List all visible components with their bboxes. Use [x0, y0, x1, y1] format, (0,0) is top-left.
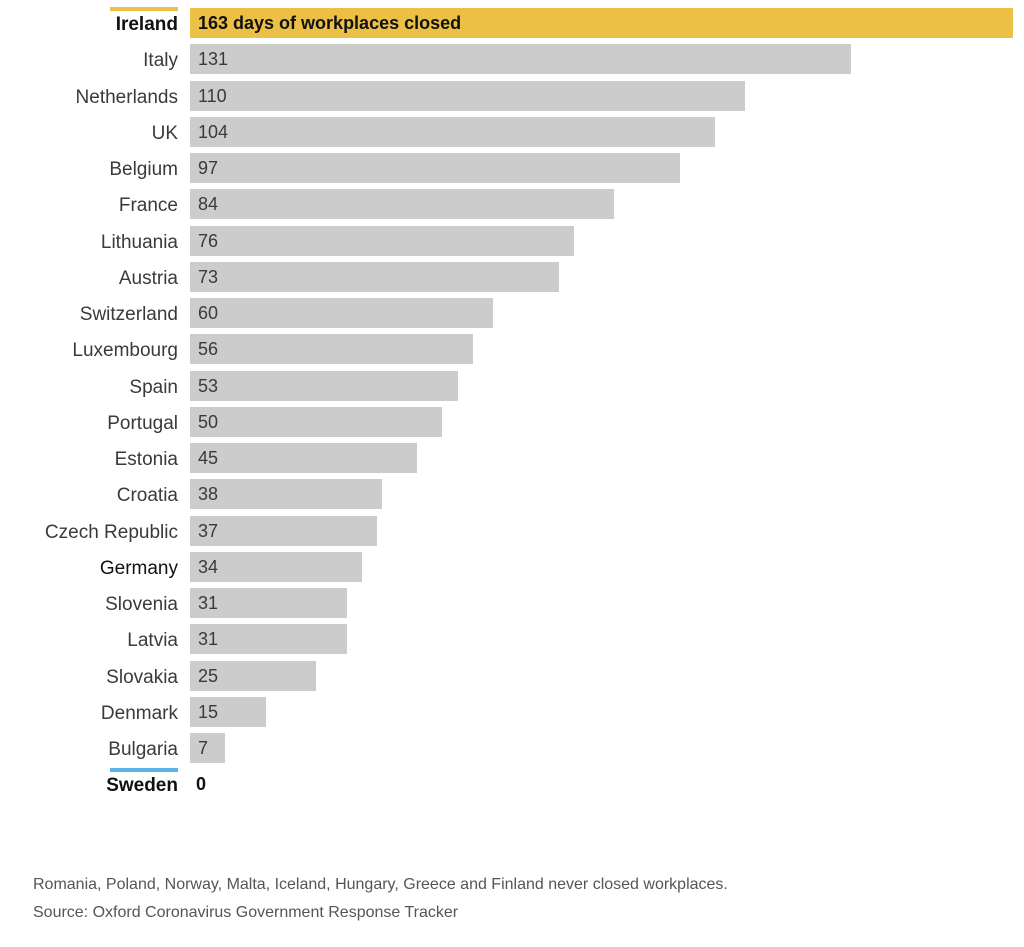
category-label: Spain — [129, 376, 178, 398]
value-label: 131 — [198, 49, 229, 70]
category-label: UK — [151, 122, 178, 144]
category-label: Sweden — [106, 775, 178, 797]
bar — [190, 479, 382, 510]
value-label: 15 — [198, 701, 219, 722]
bar — [190, 406, 443, 437]
highlight-marker — [110, 7, 178, 11]
value-label: 60 — [198, 303, 219, 323]
bar-chart: Ireland 163 days of workplaces closed Ital… — [44, 7, 1013, 797]
bar — [190, 588, 347, 618]
bar — [190, 443, 418, 473]
value-label: 76 — [198, 230, 219, 251]
highlight-marker — [110, 768, 178, 773]
bar — [190, 80, 746, 111]
category-label: Netherlands — [75, 86, 178, 108]
category-label: Czech Republic — [44, 521, 178, 543]
bar — [190, 624, 347, 655]
category-label: Italy — [143, 50, 178, 72]
bar — [190, 8, 1013, 38]
value-label: 53 — [198, 375, 219, 396]
value-label: 7 — [198, 738, 209, 758]
value-label: 45 — [198, 448, 219, 468]
value-label: 25 — [198, 665, 219, 686]
category-label: Slovenia — [105, 594, 178, 615]
category-label: Lithuania — [100, 231, 178, 253]
category-label: Germany — [99, 557, 178, 579]
value-label: 104 — [198, 121, 229, 142]
category-label: Denmark — [100, 702, 178, 724]
category-label: Bulgaria — [108, 739, 178, 760]
category-label: Switzerland — [79, 304, 178, 325]
category-label: France — [118, 195, 178, 217]
bar — [190, 370, 458, 401]
value-label: 38 — [198, 484, 219, 505]
category-label: Latvia — [127, 630, 178, 652]
value-label: 0 — [196, 774, 207, 795]
value-label: 31 — [198, 593, 219, 613]
bar — [190, 116, 716, 147]
bar — [190, 153, 680, 183]
bar — [190, 551, 362, 582]
bar — [190, 298, 493, 328]
bar — [190, 261, 559, 292]
category-label: Slovakia — [106, 666, 178, 688]
value-label: 110 — [198, 85, 227, 106]
value-label: 31 — [198, 629, 219, 650]
source: Source: Oxford Coronavirus Government Re… — [33, 904, 459, 921]
bar — [190, 225, 574, 256]
category-label: Croatia — [116, 485, 178, 507]
category-label: Luxembourg — [72, 340, 178, 362]
bar — [190, 660, 317, 691]
value-label: 37 — [198, 520, 219, 541]
bar — [190, 44, 852, 75]
category-label: Austria — [118, 267, 178, 289]
value-label: 73 — [198, 266, 219, 287]
value-label: 34 — [198, 556, 219, 577]
category-label: Ireland — [115, 14, 178, 35]
value-label: 97 — [198, 158, 219, 178]
value-label: 84 — [198, 194, 219, 215]
value-label: 56 — [198, 339, 219, 360]
bar — [190, 515, 377, 546]
category-label: Portugal — [107, 412, 178, 434]
bar — [190, 696, 266, 727]
category-label: Estonia — [114, 449, 178, 470]
footnote: Romania, Poland, Norway, Malta, Iceland,… — [33, 876, 728, 893]
category-label: Belgium — [109, 159, 178, 180]
bar — [190, 189, 615, 220]
bar — [190, 334, 473, 365]
value-label: 163 days of workplaces closed — [198, 13, 462, 33]
value-label: 50 — [198, 411, 219, 432]
bar — [190, 733, 226, 763]
